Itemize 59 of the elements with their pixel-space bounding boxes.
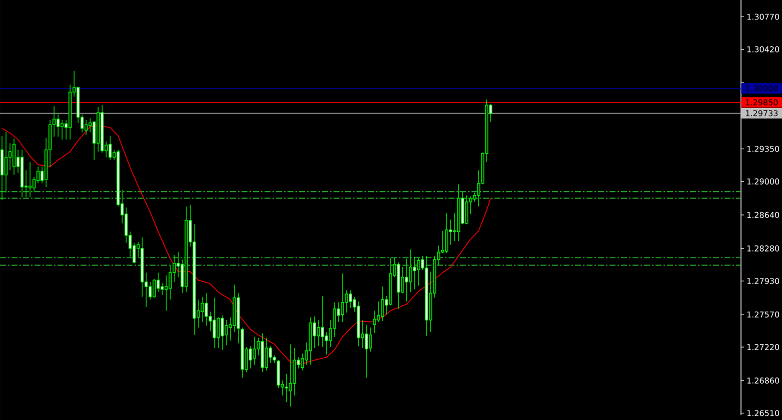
candlestick bbox=[376, 301, 380, 322]
candlestick bbox=[364, 324, 368, 378]
y-tick-label: 1.26860 bbox=[747, 378, 780, 384]
ref-line-label: 1.30000 bbox=[746, 85, 778, 92]
y-tick-label: 1.27220 bbox=[747, 344, 780, 350]
candlestick bbox=[465, 195, 468, 225]
candlestick bbox=[148, 282, 152, 300]
candlestick bbox=[224, 320, 228, 346]
y-tick-label: 1.29350 bbox=[747, 146, 780, 152]
candlestick bbox=[300, 353, 304, 371]
ref-line-label: 1.29733 bbox=[746, 110, 778, 116]
candlestick bbox=[332, 302, 336, 338]
candlestick bbox=[248, 346, 252, 369]
candlestick bbox=[340, 273, 344, 322]
candlestick bbox=[372, 310, 376, 334]
y-tick-label: 1.29000 bbox=[747, 178, 780, 184]
candlestick bbox=[28, 162, 32, 198]
candlestick bbox=[316, 320, 320, 346]
candlestick bbox=[264, 337, 268, 371]
candlestick bbox=[152, 278, 156, 298]
candlestick bbox=[405, 258, 408, 302]
candlestick bbox=[216, 316, 220, 348]
candlestick bbox=[164, 275, 168, 312]
candlestick bbox=[445, 212, 448, 254]
candlestick bbox=[204, 292, 208, 326]
candlestick bbox=[200, 296, 204, 322]
y-tick-label: 1.27930 bbox=[747, 278, 780, 284]
candlestick bbox=[212, 297, 216, 348]
candlestick bbox=[400, 266, 404, 294]
candlestick bbox=[160, 282, 164, 296]
candlestick bbox=[368, 327, 372, 352]
y-tick-label: 1.28640 bbox=[747, 212, 780, 218]
candlestick bbox=[344, 290, 348, 313]
candlestick bbox=[417, 257, 420, 286]
candlestick bbox=[84, 120, 88, 136]
candlestick bbox=[380, 286, 384, 322]
y-tick-label: 1.27570 bbox=[747, 311, 780, 318]
candlestick bbox=[252, 336, 256, 366]
candlestick bbox=[168, 264, 172, 300]
candlestick bbox=[156, 272, 160, 293]
candlestick bbox=[409, 249, 412, 293]
candlestick bbox=[284, 374, 288, 402]
candlestick bbox=[288, 344, 292, 407]
candlestick bbox=[4, 132, 8, 193]
y-tick-label: 1.30770 bbox=[747, 14, 780, 20]
y-tick-label: 1.26510 bbox=[747, 410, 780, 416]
candlestick bbox=[312, 316, 316, 348]
y-tick-label: 1.30420 bbox=[747, 46, 780, 52]
candlestick bbox=[413, 256, 416, 290]
candlestick bbox=[56, 114, 60, 138]
ref-line-label: 1.29850 bbox=[746, 99, 778, 106]
candlestick bbox=[348, 290, 352, 308]
candlestick bbox=[220, 315, 224, 350]
candlestick bbox=[292, 348, 296, 396]
candlestick bbox=[320, 296, 324, 348]
candlestick bbox=[12, 138, 16, 176]
candlestick bbox=[108, 135, 112, 160]
y-tick-label: 1.28280 bbox=[747, 245, 780, 252]
candlestick bbox=[60, 120, 64, 140]
